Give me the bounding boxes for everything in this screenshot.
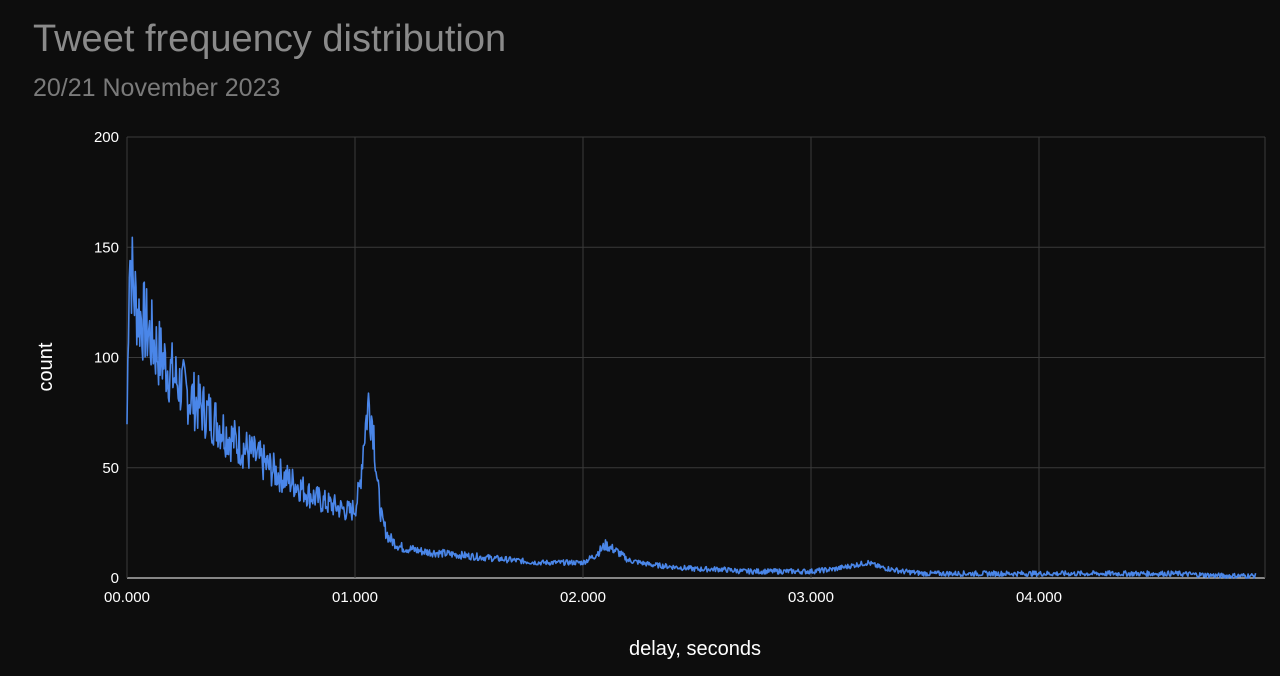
y-tick-label: 150 — [94, 239, 119, 256]
y-axis-ticks: 0 50 100 150 200 — [94, 129, 119, 587]
x-tick-label: 01.000 — [332, 589, 378, 606]
y-tick-label: 0 — [111, 570, 119, 587]
x-axis-ticks: 00.000 01.000 02.000 03.000 04.000 — [104, 589, 1062, 606]
y-tick-label: 200 — [94, 129, 119, 146]
x-axis-label: delay, seconds — [629, 638, 761, 660]
chart-subtitle: 20/21 November 2023 — [33, 74, 281, 102]
x-tick-label: 04.000 — [1016, 589, 1062, 606]
grid-lines — [126, 136, 1266, 579]
chart-title: Tweet frequency distribution — [33, 18, 507, 60]
x-tick-label: 00.000 — [104, 589, 150, 606]
x-tick-label: 03.000 — [788, 589, 834, 606]
x-tick-label: 02.000 — [560, 589, 606, 606]
series-layer — [126, 236, 1257, 579]
y-tick-label: 100 — [94, 350, 119, 367]
y-axis-label: count — [35, 342, 57, 391]
series-line — [126, 236, 1257, 579]
y-tick-label: 50 — [102, 460, 119, 477]
